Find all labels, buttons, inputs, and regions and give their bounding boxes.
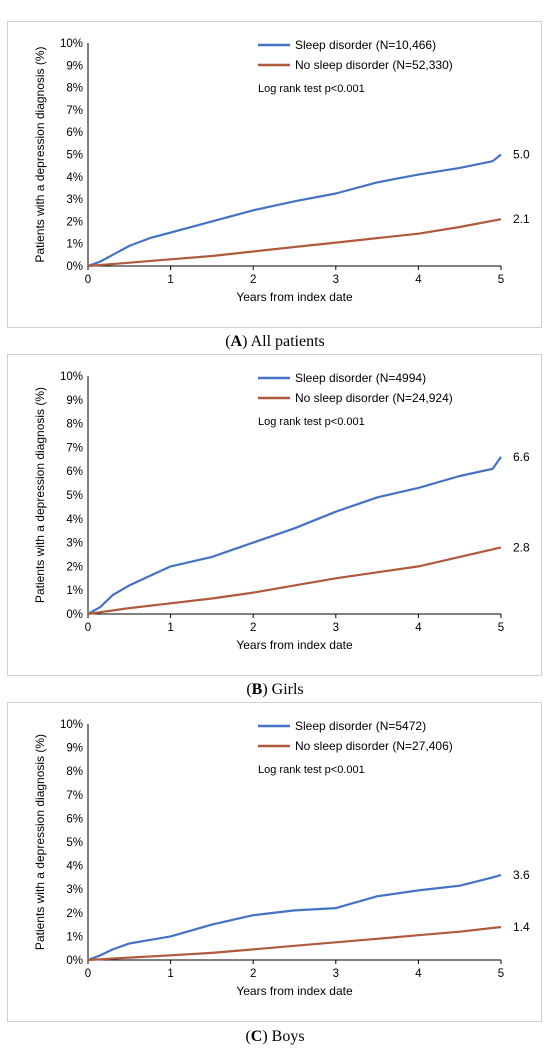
y-tick-label: 2% [66,561,83,573]
y-tick-label: 3% [66,884,83,896]
x-tick-label: 2 [250,968,256,980]
y-tick-label: 1% [66,585,83,597]
chart-b: 0% 1% 2% 3% 4% 5% 6% 7% 8% 9% 10% 0 1 2 3 4 5 Years from … [33,371,530,652]
chart-frame-b: 0% 1% 2% 3% 4% 5% 6% 7% 8% 9% 10% 0 1 2 3 4 5 Years from … [7,354,542,676]
y-tick-label: 5% [66,837,83,849]
x-tick-label: 1 [167,968,173,980]
caption-letter: B [251,681,263,698]
x-tick-label: 3 [333,968,339,980]
series-line [87,925,502,962]
legend-label: Sleep disorder (N=4994) [295,371,426,385]
caption-a: (A) All patients [225,333,325,350]
series-line [87,546,502,616]
x-tick-label: 0 [85,968,91,980]
y-tick-label: 1% [66,931,83,943]
y-tick-label: 0% [66,261,83,273]
y-tick-label: 5% [66,490,83,502]
y-tick-label: 6% [66,813,83,825]
y-tick-label: 4% [66,861,83,873]
series-line [87,218,502,268]
legend-label: No sleep disorder (N=27,406) [295,739,453,753]
end-value-label: 6.6 [513,450,530,464]
y-tick-label: 3% [66,538,83,550]
y-tick-label: 10% [60,719,83,731]
y-tick-label: 6% [66,127,83,139]
y-tick-label: 2% [66,908,83,920]
y-tick-label: 0% [66,609,83,621]
chart-c: 0% 1% 2% 3% 4% 5% 6% 7% 8% 9% 10% 0 1 2 3 4 5 Years from … [33,719,530,998]
x-tick-label: 1 [167,622,173,634]
x-tick-label: 4 [415,968,422,980]
legend-label: Sleep disorder (N=10,466) [295,38,436,52]
annotation-text: Log rank test p<0.001 [258,83,365,95]
x-axis-label: Years from index date [236,290,353,304]
y-tick-label: 9% [66,395,83,407]
legend-label: No sleep disorder (N=52,330) [295,58,453,72]
series-line [87,873,502,962]
x-tick-label: 5 [498,622,504,634]
y-axis-label: Patients with a depression diagnosis (%) [33,734,47,950]
y-tick-label: 3% [66,194,83,206]
y-tick-label: 7% [66,790,83,802]
x-axis-label: Years from index date [236,984,353,998]
caption-text: All patients [250,333,325,350]
y-tick-label: 4% [66,172,83,184]
y-tick-label: 8% [66,83,83,95]
y-tick-label: 9% [66,60,83,72]
y-axis-label: Patients with a depression diagnosis (%) [33,387,47,603]
y-tick-label: 7% [66,105,83,117]
legend-label: Sleep disorder (N=5472) [295,719,426,733]
chart-a: 0% 1% 2% 3% 4% 5% 6% 7% 8% 9% 10% 0 1 2 3 4 5 Years from … [33,38,530,304]
series-line [87,456,502,615]
caption-letter: C [250,1028,263,1045]
x-tick-label: 3 [333,622,339,634]
caption-letter: A [230,333,243,350]
x-tick-label: 2 [250,622,256,634]
legend-label: No sleep disorder (N=24,924) [295,391,453,405]
y-tick-label: 0% [66,955,83,967]
y-tick-label: 6% [66,466,83,478]
y-tick-label: 7% [66,442,83,454]
chart-frame-c: 0% 1% 2% 3% 4% 5% 6% 7% 8% 9% 10% 0 1 2 3 4 5 Years from … [7,702,542,1022]
x-tick-label: 5 [498,274,504,286]
y-axis-label: Patients with a depression diagnosis (%) [33,46,47,262]
y-tick-label: 4% [66,514,83,526]
caption-text: Boys [271,1028,305,1045]
x-tick-label: 0 [85,274,91,286]
x-axis-label: Years from index date [236,638,353,652]
end-value-label: 5.0 [513,148,530,162]
y-tick-label: 9% [66,743,83,755]
end-value-label: 3.6 [513,868,530,882]
y-tick-label: 1% [66,239,83,251]
end-value-label: 1.4 [513,920,530,934]
x-tick-label: 5 [498,968,504,980]
y-tick-label: 5% [66,150,83,162]
chart-frame-a: 0% 1% 2% 3% 4% 5% 6% 7% 8% 9% 10% 0 1 2 3 4 5 Years from … [7,21,542,328]
caption-text: Girls [271,681,304,698]
y-tick-label: 10% [60,38,83,50]
caption-b: (B) Girls [246,681,304,698]
y-tick-label: 8% [66,766,83,778]
end-value-label: 2.1 [513,212,530,226]
y-tick-label: 8% [66,419,83,431]
annotation-text: Log rank test p<0.001 [258,416,365,428]
annotation-text: Log rank test p<0.001 [258,764,365,776]
x-tick-label: 3 [333,274,339,286]
y-tick-label: 10% [60,371,83,383]
x-tick-label: 4 [415,622,422,634]
x-tick-label: 1 [167,274,173,286]
x-tick-label: 0 [85,622,91,634]
series-line [87,153,502,268]
y-tick-label: 2% [66,216,83,228]
x-tick-label: 4 [415,274,422,286]
x-tick-label: 2 [250,274,256,286]
caption-c: (C) Boys [245,1028,305,1045]
end-value-label: 2.8 [513,540,530,554]
